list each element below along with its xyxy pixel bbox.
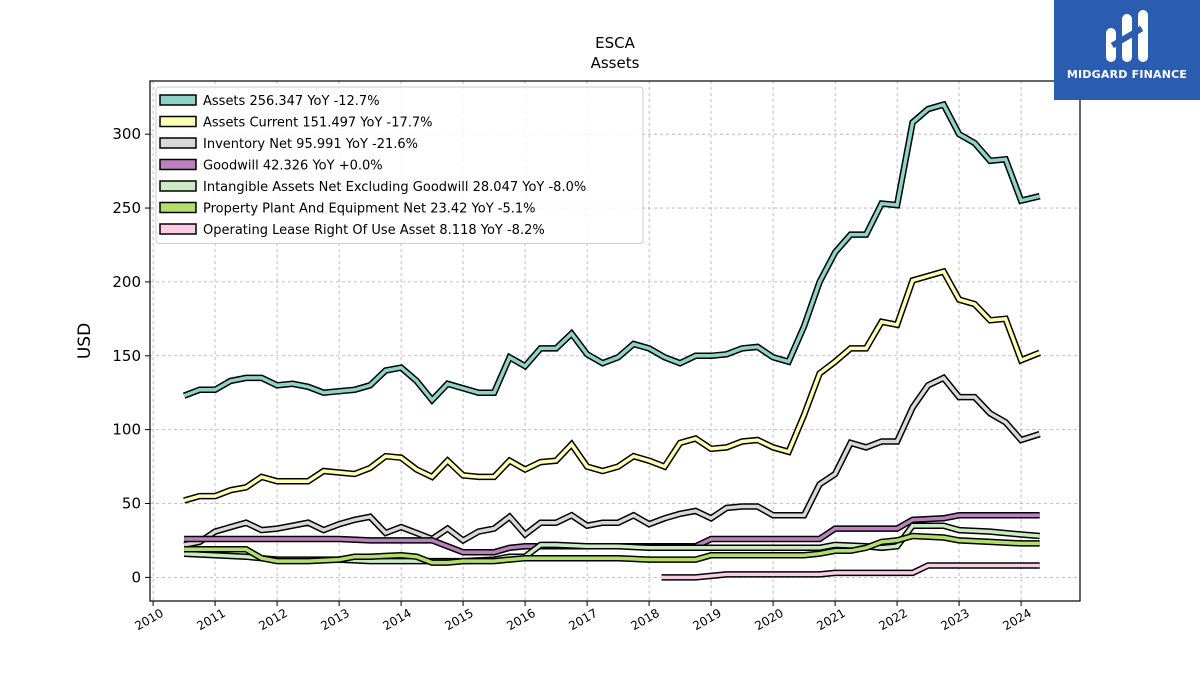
- y-tick-label: 300: [112, 125, 141, 143]
- y-tick-label: 250: [112, 199, 141, 217]
- x-tick-label: 2018: [628, 606, 661, 633]
- legend-swatch: [159, 94, 197, 106]
- legend-swatch: [159, 201, 197, 214]
- x-tick-label: 2022: [876, 606, 909, 633]
- x-tick-label: 2020: [752, 606, 785, 633]
- series-line: [183, 269, 1041, 503]
- x-tick-label: 2017: [566, 606, 599, 633]
- legend-label: Goodwill 42.326 YoY +0.0%: [203, 159, 383, 174]
- series-line: [183, 375, 1041, 547]
- x-tick-label: 2014: [380, 606, 413, 633]
- y-tick-label: 200: [112, 273, 141, 291]
- legend-swatch: [159, 137, 197, 149]
- x-tick-label: 2015: [442, 606, 475, 633]
- legend-swatch: [159, 115, 197, 128]
- series-0: [182, 100, 1041, 406]
- series-line: [184, 534, 1040, 565]
- x-tick-label: 2016: [504, 606, 537, 633]
- brand-logo: MIDGARD FINANCE: [1054, 0, 1200, 100]
- legend-label: Inventory Net 95.991 YoY -21.6%: [203, 137, 418, 152]
- series-2: [183, 373, 1041, 549]
- x-tick-label: 2024: [1000, 606, 1033, 633]
- chart-title: ESCA: [595, 34, 635, 52]
- logo-mark-icon: [1106, 10, 1148, 62]
- x-tick-label: 2013: [318, 606, 351, 633]
- legend: Assets 256.347 YoY -12.7% Assets Current …: [155, 86, 644, 244]
- series-6: [661, 562, 1040, 581]
- brand-name: MIDGARD FINANCE: [1066, 68, 1188, 81]
- x-tick-label: 2021: [814, 606, 847, 633]
- x-tick-label: 2012: [256, 606, 289, 633]
- series-line: [183, 102, 1041, 403]
- series-1: [183, 267, 1041, 504]
- y-axis-label: USD: [75, 323, 95, 359]
- y-tick-label: 50: [122, 495, 141, 513]
- series-group: [182, 100, 1041, 581]
- legend-label: Assets Current 151.497 YoY -17.7%: [203, 116, 433, 131]
- x-tick-label: 2010: [132, 606, 165, 633]
- legend-swatch: [159, 180, 197, 192]
- legend-swatch: [159, 158, 197, 171]
- y-tick-label: 100: [112, 421, 141, 439]
- y-tick-label: 0: [131, 568, 141, 586]
- legend-label: Assets 256.347 YoY -12.7%: [203, 94, 380, 109]
- x-tick-label: 2023: [938, 606, 971, 633]
- legend-box: [155, 86, 644, 244]
- legend-swatch: [159, 223, 197, 235]
- legend-label: Operating Lease Right Of Use Asset 8.118…: [203, 223, 545, 238]
- chart-subtitle: Assets: [591, 54, 640, 72]
- x-tick-label: 2011: [194, 606, 227, 633]
- x-tick-label: 2019: [690, 606, 723, 633]
- series-line: [661, 563, 1040, 580]
- legend-label: Intangible Assets Net Excluding Goodwill…: [203, 180, 586, 195]
- plot-frame: [149, 80, 1081, 602]
- y-tick-label: 150: [112, 347, 141, 365]
- series-5: [184, 532, 1040, 566]
- legend-label: Property Plant And Equipment Net 23.42 Y…: [203, 202, 536, 217]
